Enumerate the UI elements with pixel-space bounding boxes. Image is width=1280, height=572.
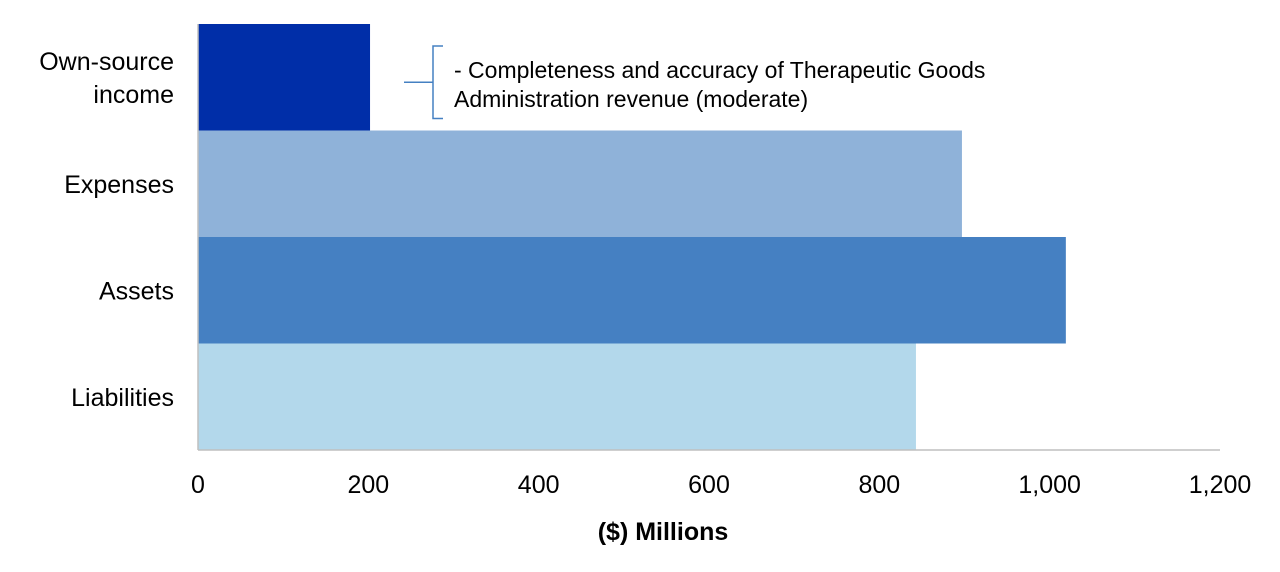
x-tick-labels: 0 200 400 600 800 1,000 1,200 xyxy=(191,471,1251,499)
bar-expenses xyxy=(198,130,962,237)
category-label-liabilities: Liabilities xyxy=(71,384,174,412)
x-tick-label-800: 800 xyxy=(858,471,900,499)
bar-liabilities xyxy=(198,343,916,450)
x-tick-label-400: 400 xyxy=(518,471,560,499)
bar-assets xyxy=(198,237,1066,344)
annotation-text: - Completeness and accuracy of Therapeut… xyxy=(454,57,985,112)
x-tick-label-600: 600 xyxy=(688,471,730,499)
category-label-expenses: Expenses xyxy=(64,171,174,199)
x-tick-label-1000: 1,000 xyxy=(1018,471,1081,499)
x-tick-label-1200: 1,200 xyxy=(1189,471,1252,499)
annotation-bracket xyxy=(404,45,443,120)
category-label-own-source-income: Own-source income xyxy=(39,48,174,109)
x-axis-title: ($) Millions xyxy=(598,518,729,546)
x-tick-label-0: 0 xyxy=(191,471,205,499)
category-label-assets: Assets xyxy=(99,277,174,305)
category-labels: Own-source income Expenses Assets Liabilitie… xyxy=(39,48,174,412)
bars-group xyxy=(198,24,1066,450)
bar-own-source-income xyxy=(198,24,371,131)
annotations-group: - Completeness and accuracy of Therapeut… xyxy=(404,45,985,120)
x-tick-label-200: 200 xyxy=(347,471,389,499)
